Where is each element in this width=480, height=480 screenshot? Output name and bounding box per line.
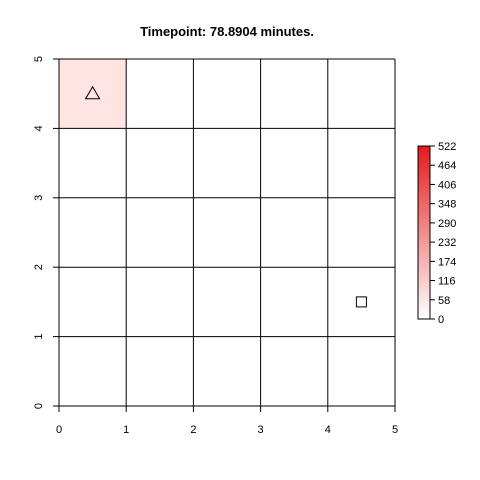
colorbar-tick-label: 290: [438, 218, 456, 230]
y-tick-label: 1: [33, 334, 45, 340]
x-tick-label: 1: [123, 424, 129, 436]
triangle-marker: [84, 85, 101, 100]
chart-title: Timepoint: 78.8904 minutes.: [140, 24, 314, 39]
colorbar: [417, 145, 431, 320]
x-tick-label: 0: [56, 424, 62, 436]
y-tick-label: 3: [33, 195, 45, 201]
heat-cell: [59, 59, 127, 129]
square-marker: [355, 296, 367, 308]
colorbar-tick-label: 174: [438, 256, 456, 268]
y-tick-label: 0: [33, 403, 45, 409]
y-tick-label: 5: [33, 56, 45, 62]
y-tick-label: 4: [33, 125, 45, 131]
colorbar-tick-label: 0: [438, 314, 444, 326]
colorbar-tick-label: 232: [438, 237, 456, 249]
x-tick-label: 4: [325, 424, 331, 436]
x-tick-label: 2: [190, 424, 196, 436]
colorbar-tick-label: 522: [438, 141, 456, 153]
colorbar-tick-label: 348: [438, 199, 456, 211]
x-tick-label: 5: [392, 424, 398, 436]
colorbar-tick-label: 58: [438, 295, 450, 307]
y-tick-label: 2: [33, 264, 45, 270]
colorbar-tick-label: 116: [438, 276, 456, 288]
colorbar-tick-label: 406: [438, 179, 456, 191]
x-tick-label: 3: [258, 424, 264, 436]
colorbar-tick-label: 464: [438, 160, 456, 172]
